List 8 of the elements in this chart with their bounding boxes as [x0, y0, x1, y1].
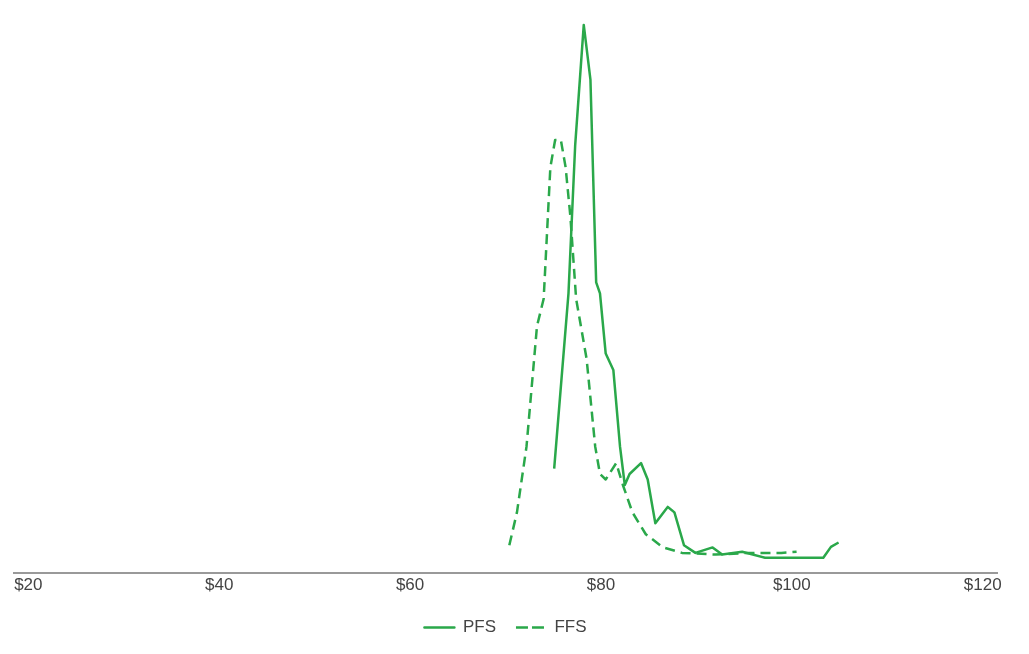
legend-label: FFS	[554, 617, 587, 637]
x-tick-label: $120	[963, 575, 1002, 595]
x-tick-label: $40	[205, 575, 234, 595]
legend-label: PFS	[462, 617, 496, 637]
x-tick-label: $60	[395, 575, 425, 595]
x-tick-label: $80	[586, 575, 616, 595]
x-tick-label: $20	[14, 575, 43, 595]
x-tick-label: $100	[772, 575, 811, 595]
